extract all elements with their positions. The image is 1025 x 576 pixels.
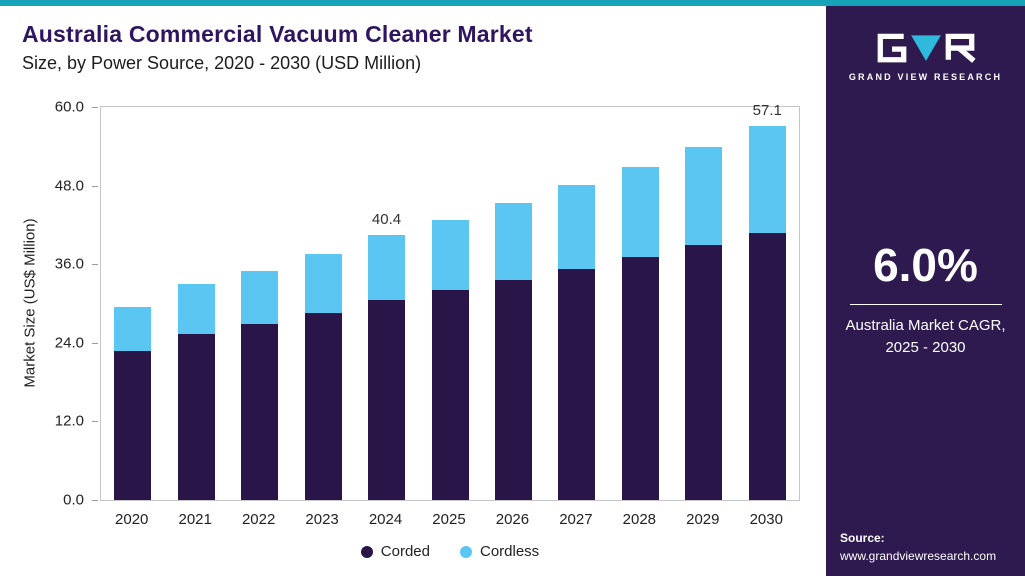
y-tick-mark [92, 342, 98, 344]
bar-segment-corded [241, 323, 279, 500]
bar-segment-cordless [177, 283, 215, 334]
bar-segment-cordless [558, 184, 596, 269]
y-tick-mark [92, 264, 98, 266]
cagr-caption-line2: 2025 - 2030 [885, 338, 966, 356]
bar-segment-cordless [304, 254, 342, 313]
content: Australia Commercial Vacuum Cleaner Mark… [0, 6, 1025, 576]
y-tick-label: 12.0 [54, 412, 84, 430]
bar-segment-corded [177, 333, 215, 500]
bar-2028 [621, 107, 659, 500]
bar-segment-cordless [748, 126, 786, 233]
bar-value-label: 57.1 [752, 102, 782, 119]
bar-2020 [114, 107, 152, 500]
bar-segment-corded [748, 232, 786, 500]
bar-segment-corded [431, 290, 469, 500]
cagr-caption: Australia Market CAGR, 2025 - 2030 [826, 315, 1025, 359]
bar-segment-corded [304, 312, 342, 500]
bar-segment-cordless [241, 270, 279, 324]
x-tick-label: 2026 [495, 511, 530, 528]
y-tick-label: 24.0 [54, 334, 84, 352]
legend-dot-corded [360, 545, 373, 558]
bar-segment-cordless [621, 166, 659, 257]
y-tick-mark [92, 421, 98, 423]
cagr-caption-line1: Australia Market CAGR, [845, 317, 1006, 334]
brand-logo: GRAND VIEW RESEARCH [838, 30, 1013, 82]
bar-segment-cordless [431, 219, 469, 291]
x-tick-label: 2030 [749, 511, 783, 528]
bar-segment-cordless [494, 202, 532, 280]
legend-dot-cordless [460, 545, 472, 558]
y-tick-label: 0.0 [63, 491, 84, 509]
chart-subtitle: Size, by Power Source, 2020 - 2030 (USD … [22, 53, 422, 73]
top-accent-bar [0, 0, 1025, 6]
cagr-stat: 6.0% Australia Market CAGR, 2025 - 2030 [826, 238, 1025, 359]
y-tick-mark [92, 500, 98, 501]
bar-2027 [558, 107, 596, 500]
y-tick-mark [92, 107, 98, 108]
legend-item-corded: Corded [360, 543, 430, 560]
source-label: Source: [840, 530, 885, 545]
cagr-value: 6.0% [873, 239, 978, 291]
bar-2023 [304, 107, 342, 500]
x-tick-label: 2025 [432, 511, 466, 528]
y-tick-label: 60.0 [54, 98, 84, 116]
bar-segment-cordless [114, 306, 152, 351]
x-tick-label: 2028 [622, 511, 657, 528]
plot-area: 40.4 57.1 [100, 102, 800, 501]
legend-item-cordless: Cordless [460, 543, 539, 560]
bar-segment-corded [114, 350, 152, 500]
x-tick-label: 2024 [368, 511, 403, 528]
bar-segment-corded [558, 268, 596, 500]
y-tick-label: 48.0 [54, 177, 84, 195]
x-tick-label: 2020 [115, 511, 149, 528]
gvr-logo-icon [877, 33, 976, 63]
bar-segment-cordless [685, 146, 723, 246]
bar-segment-corded [621, 257, 659, 500]
x-tick-label: 2023 [305, 511, 339, 528]
brand-sidebar: GRAND VIEW RESEARCH 6.0% Australia Marke… [826, 6, 1025, 576]
x-tick-label: 2022 [241, 511, 276, 528]
chart-title: Australia Commercial Vacuum Cleaner Mark… [22, 21, 533, 47]
bar-segment-corded [685, 245, 723, 500]
bar-2026 [494, 107, 532, 500]
bar-2022 [241, 107, 279, 500]
source-url: www.grandviewresearch.com [840, 549, 997, 564]
source-block: Source: www.grandviewresearch.com [840, 529, 996, 566]
y-tick-label: 36.0 [54, 255, 84, 273]
y-tick-mark [92, 185, 98, 187]
legend: Corded Cordless [100, 543, 800, 560]
legend-label: Corded [380, 543, 430, 560]
bar-2024: 40.4 [368, 107, 406, 500]
bar-segment-corded [368, 300, 406, 500]
bar-segment-cordless [368, 235, 406, 301]
bar-2030: 57.1 [748, 102, 786, 500]
stat-divider [849, 304, 1002, 305]
legend-label: Cordless [480, 543, 540, 560]
bar-value-label: 40.4 [371, 211, 402, 229]
bar-2025 [431, 107, 469, 500]
x-tick-label: 2029 [686, 511, 720, 528]
y-axis-labels: 0.0 12.0 24.0 36.0 48.0 60.0 [28, 99, 98, 509]
bar-segment-corded [494, 279, 532, 500]
bar-2021 [177, 107, 215, 500]
chart-panel: Australia Commercial Vacuum Cleaner Mark… [0, 6, 826, 576]
x-tick-label: 2027 [559, 511, 593, 528]
brand-name: GRAND VIEW RESEARCH [848, 72, 1003, 82]
x-tick-label: 2021 [178, 511, 212, 528]
bar-2029 [685, 107, 723, 500]
